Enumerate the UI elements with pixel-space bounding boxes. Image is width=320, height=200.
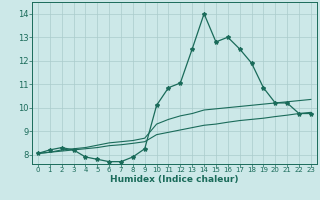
X-axis label: Humidex (Indice chaleur): Humidex (Indice chaleur) [110,175,239,184]
